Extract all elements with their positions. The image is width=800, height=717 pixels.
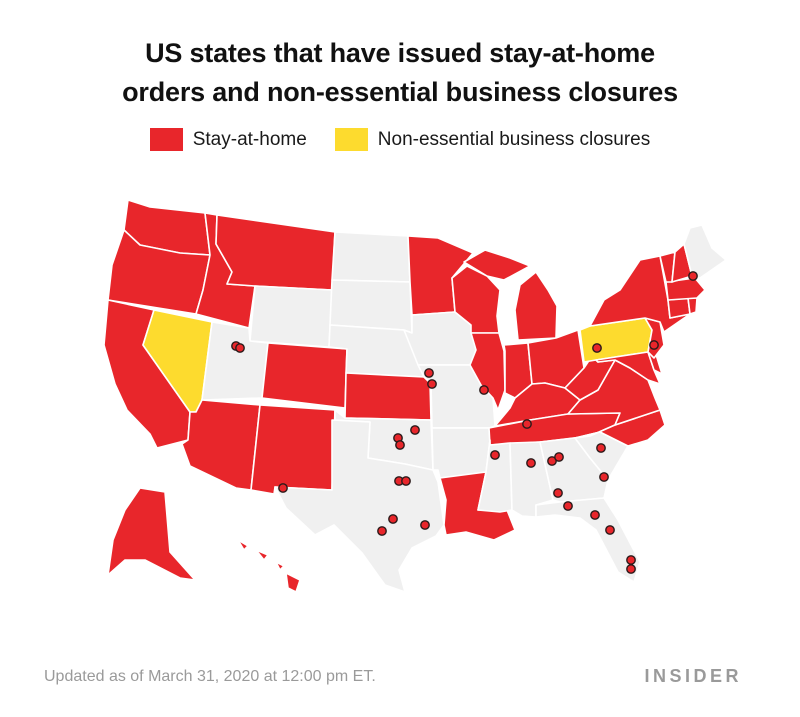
city-order-dot <box>377 526 387 536</box>
state-ar <box>431 427 491 479</box>
legend-swatch-stay-at-home <box>149 128 183 151</box>
state-nm <box>250 404 336 495</box>
city-order-dot <box>395 440 405 450</box>
state-mt <box>215 214 336 291</box>
state-wy <box>249 285 333 348</box>
city-order-dot <box>626 564 636 574</box>
state-ri <box>687 297 698 315</box>
legend-label-stay-at-home: Stay-at-home <box>192 128 307 150</box>
state-nd <box>331 231 411 283</box>
state-il <box>469 332 506 411</box>
city-order-dot <box>688 271 698 281</box>
city-order-dot <box>420 520 430 530</box>
state-ak <box>107 487 196 581</box>
state-wi <box>451 265 501 334</box>
city-order-dot <box>401 476 411 486</box>
city-order-dot <box>427 379 437 389</box>
state-az <box>181 399 261 491</box>
city-order-dot <box>596 443 606 453</box>
city-order-dot <box>479 385 489 395</box>
legend: Stay-at-home Non-essential business clos… <box>0 128 800 151</box>
city-order-dot <box>592 343 602 353</box>
map-title: US states that have issued stay-at-home … <box>0 34 800 112</box>
state-ks <box>344 372 432 421</box>
city-order-dot <box>526 458 536 468</box>
city-order-dot <box>388 514 398 524</box>
state-hi <box>237 539 301 593</box>
city-order-dot <box>605 525 615 535</box>
legend-item-non-essential: Non-essential business closures <box>334 128 651 151</box>
city-order-dot <box>553 488 563 498</box>
city-order-dot <box>563 501 573 511</box>
state-tx <box>274 419 445 593</box>
city-order-dot <box>235 343 245 353</box>
city-order-dot <box>410 425 420 435</box>
city-order-dot <box>649 340 659 350</box>
state-me <box>683 224 727 279</box>
title-line-1: US states that have issued stay-at-home <box>145 38 655 68</box>
state-mi <box>463 249 558 341</box>
city-order-dot <box>590 510 600 520</box>
state-co <box>261 342 348 409</box>
insider-logo: INSIDER <box>644 666 742 686</box>
legend-swatch-non-essential <box>334 128 368 151</box>
city-order-dot <box>424 368 434 378</box>
state-fl <box>535 497 641 583</box>
city-order-dot <box>599 472 609 482</box>
legend-label-non-essential: Non-essential business closures <box>377 128 651 150</box>
updated-note: Updated as of March 31, 2020 at 12:00 pm… <box>44 668 376 685</box>
title-line-2: orders and non-essential business closur… <box>122 77 678 107</box>
city-order-dot <box>522 419 532 429</box>
city-order-dot <box>490 450 500 460</box>
state-ct <box>667 297 691 319</box>
city-order-dot <box>278 483 288 493</box>
legend-item-stay-at-home: Stay-at-home <box>149 128 307 151</box>
city-order-dot <box>554 452 564 462</box>
city-order-dot <box>626 555 636 565</box>
